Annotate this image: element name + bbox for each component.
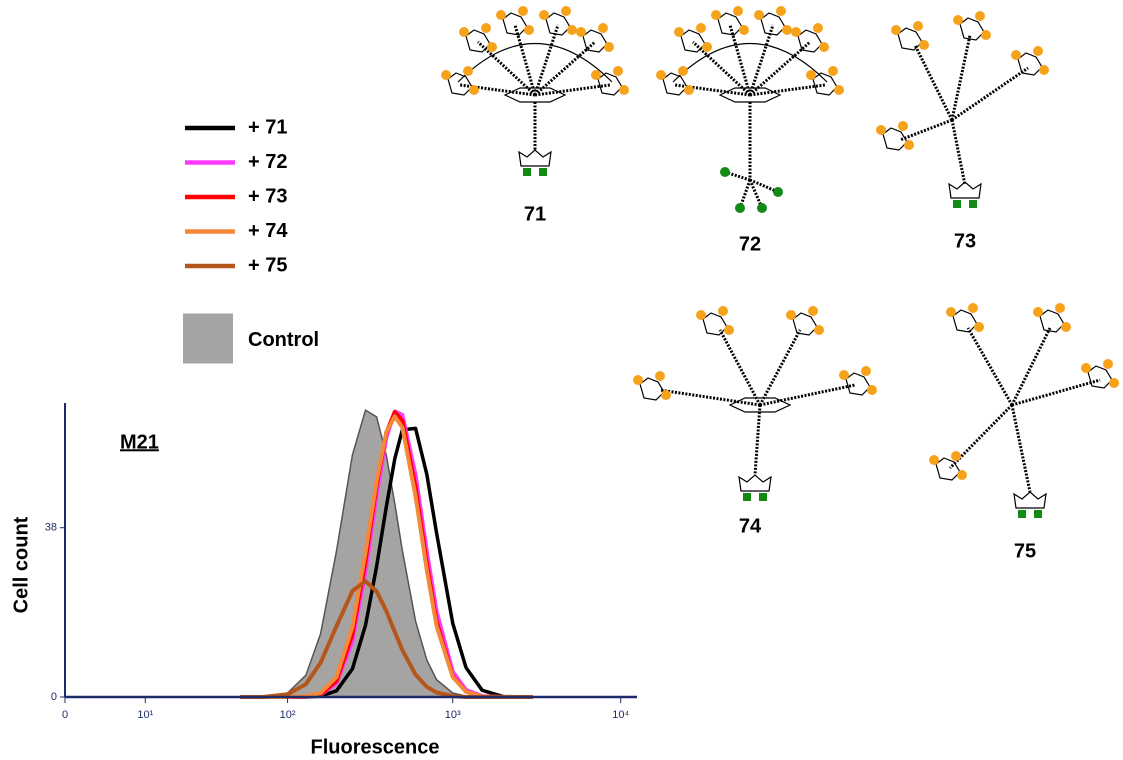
structure-label: 71 (524, 203, 546, 225)
y-tick-label: 0 (51, 691, 57, 703)
structure-diagram (655, 5, 845, 213)
structure-label: 73 (954, 230, 976, 252)
legend-label: + 74 (248, 220, 288, 242)
legend-label: Control (248, 329, 319, 351)
y-axis-label: Cell count (10, 516, 32, 613)
x-tick-label: 10² (280, 709, 296, 721)
structure-label: 72 (739, 233, 761, 255)
legend-label: + 71 (248, 116, 287, 138)
structure-diagram (928, 302, 1120, 519)
legend-swatch (183, 313, 233, 364)
x-tick-label: 10³ (445, 709, 461, 721)
legend: + 71 + 72 + 73 + 74 + 75 Control (183, 116, 319, 364)
structure-diagram (632, 305, 878, 502)
legend-label: + 75 (248, 254, 287, 276)
x-tick-label: 10⁴ (612, 709, 629, 721)
x-tick-label: 10¹ (137, 709, 153, 721)
structure-label: 75 (1014, 540, 1036, 562)
y-tick-label: 38 (45, 522, 57, 534)
legend-label: + 73 (248, 185, 287, 207)
annotation: M21 (120, 431, 159, 453)
structure-diagram (875, 10, 1050, 209)
x-tick-label: 0 (62, 709, 68, 721)
x-axis-label: Fluorescence (311, 736, 440, 758)
structure-diagram (440, 5, 630, 177)
legend-label: + 72 (248, 151, 287, 173)
line (240, 414, 533, 699)
structure-label: 74 (739, 515, 762, 537)
area (240, 408, 533, 698)
